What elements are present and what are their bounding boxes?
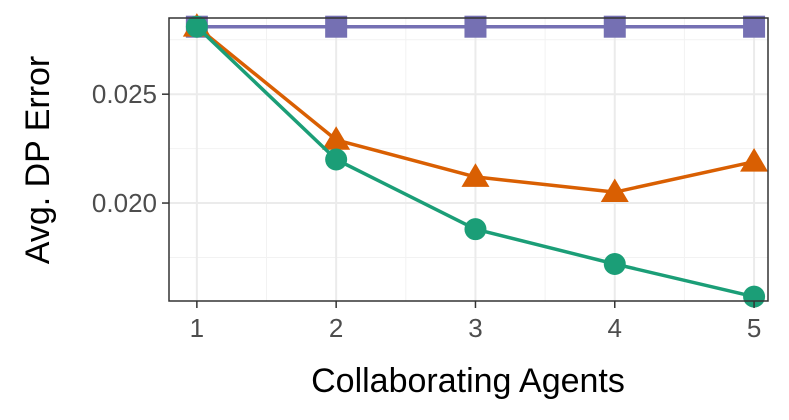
series-circle bbox=[185, 15, 766, 308]
y-tick-label: 0.025 bbox=[92, 79, 157, 109]
x-tick-label: 3 bbox=[468, 313, 482, 343]
x-axis-title: Collaborating Agents bbox=[311, 362, 625, 400]
axes: 1 2 3 4 5 0.020 0.025 bbox=[92, 79, 761, 343]
panel-background bbox=[169, 18, 768, 301]
data-point-circle bbox=[464, 218, 487, 241]
x-tick-label: 4 bbox=[608, 313, 622, 343]
x-tick-label: 1 bbox=[190, 313, 204, 343]
data-point-square bbox=[464, 15, 487, 38]
data-point-square bbox=[743, 15, 766, 38]
data-point-circle bbox=[185, 15, 208, 38]
data-point-triangle bbox=[600, 178, 629, 203]
data-point-triangle bbox=[740, 148, 769, 172]
data-point-square bbox=[603, 15, 626, 38]
data-point-circle bbox=[603, 252, 626, 275]
data-point-circle bbox=[743, 285, 766, 308]
x-tick-label: 2 bbox=[329, 313, 343, 343]
data-point-triangle bbox=[322, 126, 351, 150]
y-axis-title: Avg. DP Error bbox=[19, 56, 57, 264]
series-layer bbox=[182, 13, 769, 308]
panel-border bbox=[168, 17, 769, 302]
x-tick-label: 5 bbox=[747, 313, 761, 343]
data-point-circle bbox=[325, 148, 348, 171]
data-point-square bbox=[325, 15, 348, 38]
y-tick-label: 0.020 bbox=[92, 188, 157, 218]
data-point-triangle bbox=[461, 163, 490, 187]
